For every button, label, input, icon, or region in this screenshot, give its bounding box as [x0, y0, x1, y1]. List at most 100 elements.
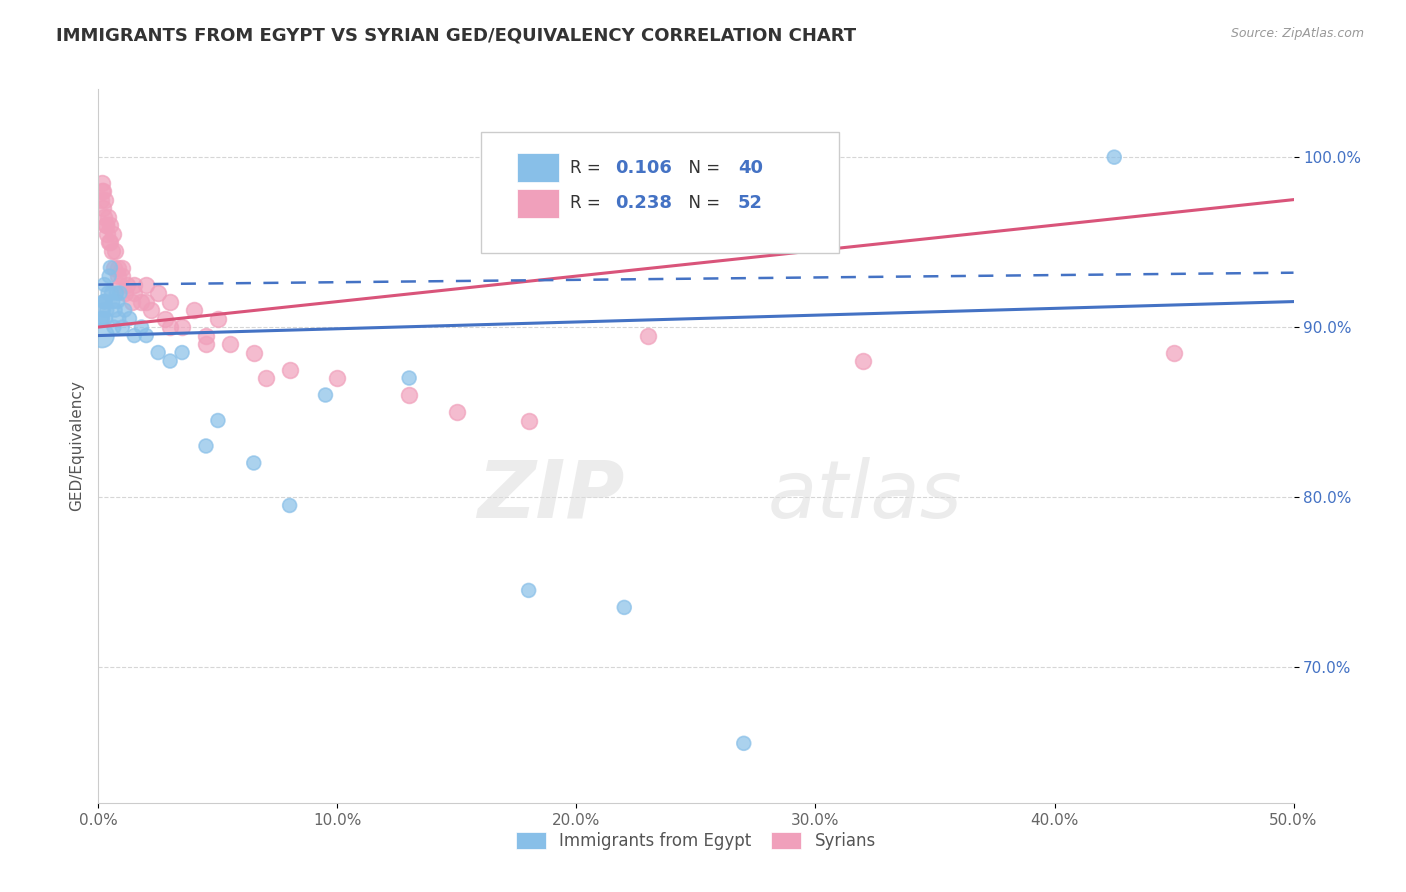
Point	[108, 277, 131, 292]
Point	[108, 286, 131, 301]
Point	[243, 345, 266, 359]
Point	[104, 244, 127, 258]
Point	[124, 277, 146, 292]
Point	[733, 736, 755, 750]
Point	[124, 328, 146, 343]
Point	[613, 600, 636, 615]
Point	[103, 260, 125, 275]
Point	[155, 311, 177, 326]
Point	[107, 260, 129, 275]
Point	[517, 413, 540, 427]
Point	[98, 235, 122, 249]
Point	[96, 303, 118, 318]
Text: 0.238: 0.238	[614, 194, 672, 212]
Point	[121, 294, 143, 309]
Point	[94, 294, 117, 309]
Point	[107, 269, 129, 284]
Point	[96, 227, 118, 241]
Point	[148, 345, 170, 359]
Point	[446, 405, 468, 419]
Point	[98, 260, 122, 275]
Point	[183, 303, 205, 318]
Text: R =: R =	[571, 159, 606, 177]
Point	[90, 311, 112, 326]
Text: 0.106: 0.106	[614, 159, 672, 177]
Point	[91, 201, 114, 215]
Point	[100, 286, 122, 301]
Point	[107, 311, 129, 326]
Point	[103, 320, 125, 334]
Point	[98, 269, 121, 284]
Point	[97, 210, 120, 224]
Point	[243, 456, 266, 470]
Point	[94, 218, 117, 232]
Point	[118, 311, 141, 326]
Point	[159, 294, 181, 309]
Point	[326, 371, 349, 385]
Point	[94, 311, 117, 326]
Point	[172, 320, 194, 334]
Point	[93, 294, 115, 309]
Point	[107, 294, 129, 309]
Point	[207, 311, 229, 326]
Point	[172, 345, 194, 359]
Point	[91, 184, 114, 198]
Point	[90, 193, 112, 207]
Point	[91, 184, 114, 198]
Point	[131, 320, 153, 334]
Point	[278, 499, 301, 513]
Point	[105, 286, 128, 301]
Point	[111, 320, 134, 334]
Point	[1163, 345, 1185, 359]
Point	[91, 328, 114, 343]
Point	[135, 294, 157, 309]
Point	[159, 354, 181, 368]
Point	[101, 227, 124, 241]
Point	[114, 303, 136, 318]
Text: N =: N =	[678, 194, 725, 212]
Point	[398, 371, 420, 385]
Legend: Immigrants from Egypt, Syrians: Immigrants from Egypt, Syrians	[508, 824, 884, 859]
Point	[91, 176, 114, 190]
Text: ZIP: ZIP	[477, 457, 624, 535]
Point	[98, 218, 122, 232]
Text: 52: 52	[738, 194, 763, 212]
Point	[91, 303, 114, 318]
Point	[195, 439, 218, 453]
Text: IMMIGRANTS FROM EGYPT VS SYRIAN GED/EQUIVALENCY CORRELATION CHART: IMMIGRANTS FROM EGYPT VS SYRIAN GED/EQUI…	[56, 27, 856, 45]
Point	[98, 235, 121, 249]
Text: Source: ZipAtlas.com: Source: ZipAtlas.com	[1230, 27, 1364, 40]
Point	[97, 286, 120, 301]
Point	[135, 328, 157, 343]
Point	[104, 303, 127, 318]
Text: atlas: atlas	[768, 457, 963, 535]
Text: R =: R =	[571, 194, 606, 212]
Point	[111, 269, 134, 284]
Text: N =: N =	[678, 159, 725, 177]
Point	[278, 362, 301, 376]
Point	[852, 354, 875, 368]
Point	[207, 413, 229, 427]
Point	[637, 328, 659, 343]
Point	[131, 294, 153, 309]
Point	[195, 337, 218, 351]
Point	[101, 294, 124, 309]
Point	[114, 286, 136, 301]
Y-axis label: GED/Equivalency: GED/Equivalency	[69, 381, 84, 511]
Text: 40: 40	[738, 159, 763, 177]
Point	[148, 286, 170, 301]
Point	[254, 371, 277, 385]
Point	[100, 244, 122, 258]
Point	[124, 286, 146, 301]
Point	[93, 294, 115, 309]
Point	[91, 311, 114, 326]
Point	[159, 320, 181, 334]
Point	[93, 210, 115, 224]
Point	[139, 303, 162, 318]
Point	[94, 193, 117, 207]
Point	[195, 328, 218, 343]
Point	[94, 218, 117, 232]
Bar	[517, 189, 558, 218]
Bar	[517, 153, 558, 182]
Point	[315, 388, 337, 402]
